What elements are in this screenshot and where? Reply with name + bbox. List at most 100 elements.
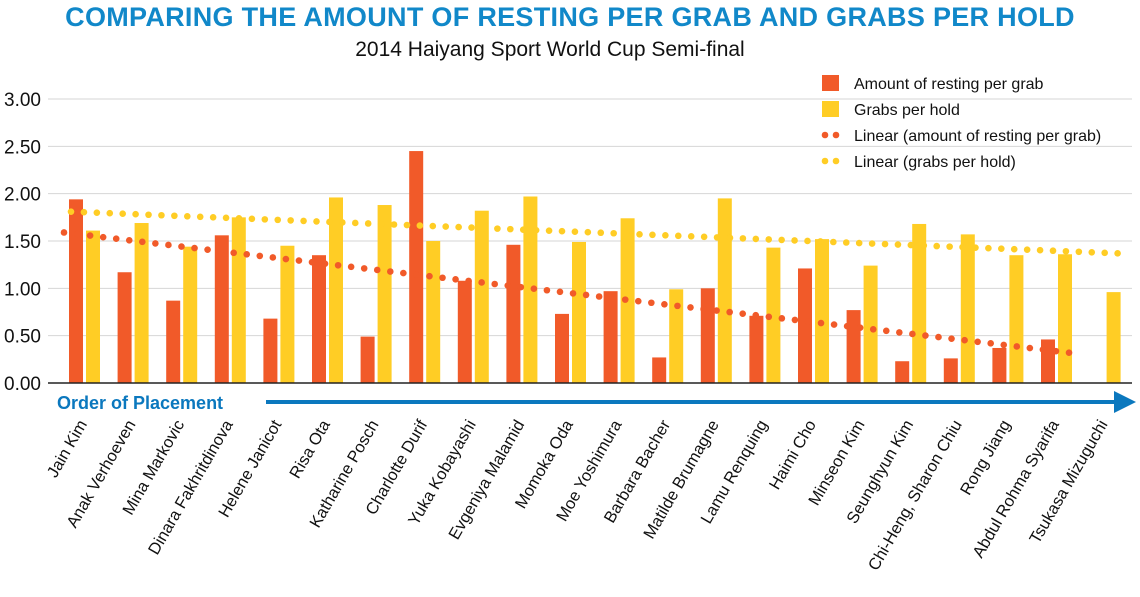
trendline-dot-resting bbox=[491, 280, 499, 288]
trendline-dot-grabs bbox=[390, 221, 398, 228]
legend-trend-dot bbox=[821, 131, 829, 139]
trendline-dot-resting bbox=[634, 297, 642, 305]
trendline-dot-grabs bbox=[1010, 245, 1018, 253]
bar-resting bbox=[69, 199, 83, 383]
trendline-dot-resting bbox=[882, 327, 890, 335]
y-tick-label: 3.00 bbox=[4, 90, 41, 111]
trendline-dot-resting bbox=[400, 269, 407, 277]
chart-title: COMPARING THE AMOUNT OF RESTING PER GRAB… bbox=[65, 2, 1075, 32]
trendline-dot-resting bbox=[452, 276, 459, 283]
trendline-dot-grabs bbox=[571, 228, 579, 236]
bar-grabs bbox=[474, 210, 489, 383]
bar-grabs bbox=[717, 198, 732, 383]
trendline-dot-resting bbox=[856, 324, 864, 332]
trendline-dot-grabs bbox=[326, 218, 333, 226]
trendline-dot-resting bbox=[386, 268, 394, 275]
bar-resting bbox=[895, 361, 910, 383]
trendline-dot-resting bbox=[191, 244, 198, 252]
legend-label: Grabs per hold bbox=[854, 102, 960, 119]
trendline-dot-resting bbox=[360, 265, 368, 272]
chart-subtitle: 2014 Haiyang Sport World Cup Semi-final bbox=[355, 38, 745, 61]
trendline-dot-grabs bbox=[455, 223, 462, 231]
trendline-dot-resting bbox=[217, 247, 224, 255]
bar-resting bbox=[992, 347, 1007, 383]
legend-swatch-grabs bbox=[822, 101, 839, 117]
trendline-dot-resting bbox=[178, 243, 185, 250]
trendline-dot-resting bbox=[739, 310, 747, 317]
bar-resting bbox=[846, 310, 861, 383]
trendline-dot-grabs bbox=[519, 226, 527, 233]
trendline-dot-grabs bbox=[1062, 247, 1070, 255]
trendline-dot-grabs bbox=[649, 231, 656, 239]
trendline-dot-resting bbox=[478, 279, 485, 286]
trendline-dot-resting bbox=[869, 325, 877, 333]
bar-resting bbox=[214, 235, 229, 383]
trendline-dot-grabs bbox=[765, 236, 773, 243]
bar-grabs bbox=[523, 196, 538, 383]
trendline-dot-resting bbox=[674, 302, 681, 310]
trendline-dot-resting bbox=[517, 283, 525, 291]
trendline-dot-grabs bbox=[351, 219, 359, 227]
trendline-dot-resting bbox=[948, 335, 955, 342]
trendline-dot-resting bbox=[817, 319, 825, 327]
legend-swatch-resting bbox=[822, 75, 839, 91]
trendline-dot-grabs bbox=[235, 215, 243, 222]
trendline-dot-grabs bbox=[933, 242, 941, 250]
trendline-dot-resting bbox=[752, 311, 760, 319]
bar-resting bbox=[1041, 339, 1055, 383]
trendline-dot-resting bbox=[935, 333, 942, 341]
trendline-dot-grabs bbox=[339, 219, 346, 226]
trendline-dot-grabs bbox=[222, 214, 230, 222]
trendline-dot-grabs bbox=[894, 241, 902, 248]
trendline-dot-grabs bbox=[261, 216, 269, 223]
trendline-dot-grabs bbox=[183, 212, 191, 220]
trendline-dot-resting bbox=[974, 338, 981, 346]
bar-grabs bbox=[1009, 255, 1024, 383]
trendline-dot-resting bbox=[582, 291, 590, 299]
trendline-dot-resting bbox=[830, 321, 838, 328]
bar-resting bbox=[798, 268, 812, 383]
x-tick-label: Dinara Fakhritdinova bbox=[145, 416, 237, 558]
bar-grabs bbox=[231, 217, 246, 383]
trendline-dot-resting bbox=[700, 305, 707, 313]
trendline-dot-grabs bbox=[494, 225, 501, 232]
y-tick-label: 2.50 bbox=[4, 137, 41, 158]
trendline-dot-resting bbox=[230, 249, 237, 257]
bar-grabs bbox=[1106, 292, 1121, 383]
trendline-dot-grabs bbox=[985, 244, 992, 252]
trendline-dot-grabs bbox=[364, 220, 372, 227]
legend-trend-dot bbox=[832, 131, 840, 139]
trendline-dot-resting bbox=[713, 307, 720, 314]
trendline-dot-grabs bbox=[80, 208, 88, 216]
bar-grabs bbox=[1058, 254, 1072, 383]
trendline-dot-resting bbox=[1000, 341, 1008, 349]
bar-grabs bbox=[572, 241, 586, 383]
trendline-dot-grabs bbox=[920, 242, 928, 249]
bar-grabs bbox=[183, 246, 198, 383]
trendline-dot-grabs bbox=[442, 223, 450, 230]
trendline-dot-resting bbox=[334, 261, 342, 269]
trendline-dot-resting bbox=[961, 336, 968, 344]
trendline-dot-grabs bbox=[429, 222, 437, 230]
bar-resting bbox=[409, 151, 424, 383]
trendline-dot-grabs bbox=[119, 210, 126, 218]
trendline-dot-resting bbox=[804, 318, 812, 325]
trendline-dot-resting bbox=[661, 301, 668, 308]
trendline-dot-resting bbox=[1026, 344, 1034, 352]
bar-grabs bbox=[912, 223, 927, 383]
bar-resting bbox=[943, 358, 958, 383]
trendline-dot-resting bbox=[556, 288, 564, 296]
bar-grabs bbox=[426, 241, 441, 383]
bar-resting bbox=[117, 272, 132, 383]
trendline-dot-grabs bbox=[106, 209, 114, 217]
trendline-dot-grabs bbox=[468, 224, 475, 231]
trendline-dot-grabs bbox=[868, 240, 876, 247]
trendline-dot-grabs bbox=[416, 222, 424, 229]
trendline-dot-grabs bbox=[959, 243, 966, 251]
trendline-dot-resting bbox=[791, 316, 799, 324]
trendline-dot-resting bbox=[569, 290, 577, 297]
trendline-dot-grabs bbox=[196, 213, 204, 221]
trendline-dot-grabs bbox=[287, 217, 294, 224]
trendline-dot-grabs bbox=[403, 221, 411, 229]
trendline-dot-resting bbox=[139, 238, 146, 246]
